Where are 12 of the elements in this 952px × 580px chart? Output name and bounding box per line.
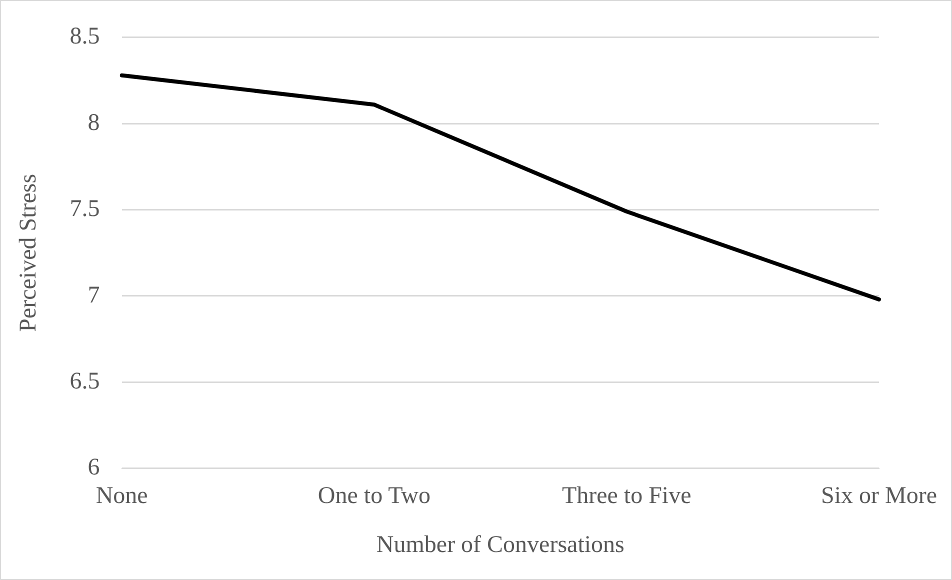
x-tick-label: Three to Five (562, 483, 692, 510)
y-axis-title: Perceived Stress (16, 174, 42, 332)
x-axis-title: Number of Conversations (376, 532, 624, 558)
y-tick-label: 6.5 (70, 368, 100, 394)
x-tick-label: Six or More (821, 483, 938, 510)
y-tick-label: 6 (88, 454, 100, 481)
y-tick-label: 8.5 (70, 24, 100, 50)
y-tick-label: 8 (88, 110, 100, 136)
y-tick-label: 7.5 (70, 196, 100, 222)
y-tick-label: 7 (88, 282, 100, 308)
x-tick-label: None (96, 483, 148, 510)
x-tick-label: One to Two (318, 483, 430, 510)
